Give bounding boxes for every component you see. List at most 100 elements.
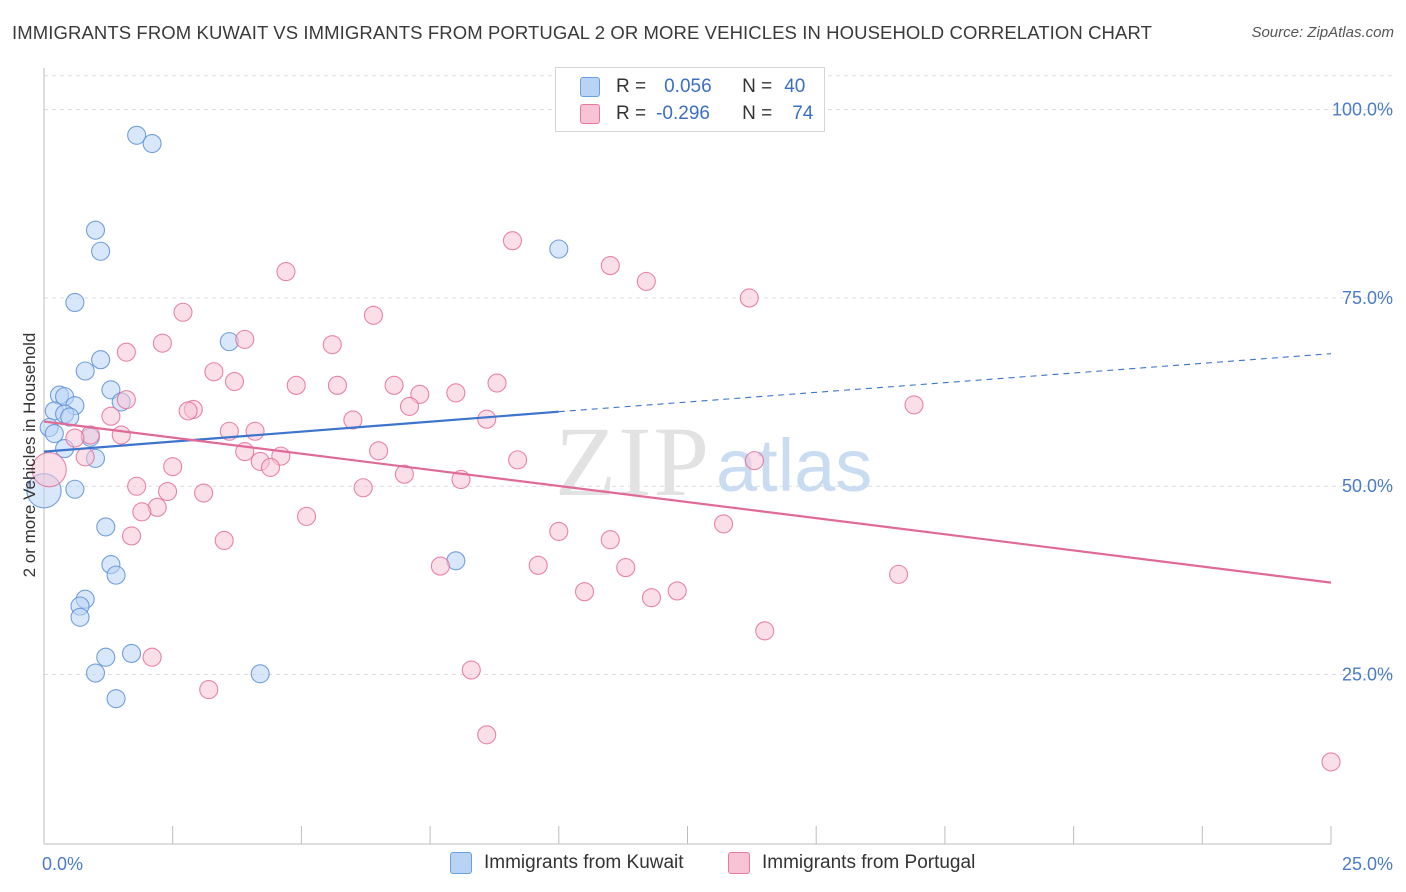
portugal-point xyxy=(889,564,909,584)
kuwait-point xyxy=(70,607,90,627)
kuwait-point xyxy=(44,423,64,444)
portugal-point xyxy=(132,502,152,522)
portugal-point xyxy=(245,421,265,441)
portugal-point xyxy=(276,262,296,282)
kuwait-point xyxy=(60,407,80,427)
chart-title: IMMIGRANTS FROM KUWAIT VS IMMIGRANTS FRO… xyxy=(12,22,1152,43)
portugal-point xyxy=(204,362,224,382)
portugal-point xyxy=(116,342,136,362)
legend-r-value: -0.296 xyxy=(656,103,710,124)
watermark-zip: ZIP xyxy=(555,406,711,517)
kuwait-point xyxy=(96,517,116,537)
watermark-atlas: atlas xyxy=(716,424,872,507)
portugal-point xyxy=(744,451,764,471)
series-legend-portugal: Immigrants from Portugal xyxy=(728,852,975,874)
portugal-point xyxy=(713,514,734,534)
kuwait-point xyxy=(96,647,116,667)
kuwait-point xyxy=(121,643,142,663)
portugal-point xyxy=(508,450,528,470)
portugal-point xyxy=(430,556,450,576)
legend-swatch-portugal xyxy=(580,104,600,124)
portugal-point xyxy=(152,333,172,353)
portugal-point xyxy=(739,288,759,308)
portugal-point xyxy=(616,558,636,578)
trend-lines xyxy=(43,353,1332,584)
portugal-point xyxy=(65,428,85,448)
portugal-point xyxy=(194,483,214,503)
correlation-legend: R = 0.056 N = 40 R = -0.296 N = 74 xyxy=(555,67,825,132)
legend-n-value: 74 xyxy=(792,103,814,124)
kuwait-point xyxy=(65,479,85,499)
portugal-point xyxy=(214,530,234,551)
portugal-point xyxy=(399,396,420,416)
portugal-point xyxy=(286,375,306,395)
series-legend-kuwait: Immigrants from Kuwait xyxy=(450,852,684,874)
kuwait-point xyxy=(91,350,111,370)
gridlines xyxy=(44,75,1392,676)
y-tick-label: 25.0% xyxy=(1342,665,1393,685)
portugal-point xyxy=(600,256,620,276)
kuwait-point xyxy=(127,125,147,145)
portugal-point xyxy=(116,390,136,410)
portugal-point xyxy=(327,375,347,395)
kuwait-point xyxy=(85,663,106,683)
kuwait-point xyxy=(549,239,569,259)
tick-labels: 25.0% 50.0% 75.0% 100.0% 0.0% 25.0% xyxy=(42,100,1393,874)
portugal-point xyxy=(528,555,548,575)
kuwait-point xyxy=(250,664,270,684)
x-tick-label: 0.0% xyxy=(42,854,83,874)
portugal-point xyxy=(353,478,373,498)
legend-n-label: N = xyxy=(742,103,773,124)
kuwait-point xyxy=(106,565,126,585)
y-tick-label: 75.0% xyxy=(1342,288,1393,308)
portugal-point xyxy=(260,457,281,477)
watermark: ZIP atlas xyxy=(555,406,872,517)
portugal-point xyxy=(446,383,466,403)
portugal-point xyxy=(158,481,178,502)
portugal-point xyxy=(477,409,497,429)
legend-r-label: R = xyxy=(616,103,647,124)
portugal-point xyxy=(1321,752,1341,772)
portugal-point xyxy=(111,425,131,445)
series-swatch-kuwait xyxy=(450,852,472,874)
portugal-point xyxy=(31,452,67,488)
portugal-point xyxy=(178,401,198,421)
portugal-point xyxy=(343,410,363,430)
legend-n-label: N = xyxy=(742,76,773,97)
portugal-point xyxy=(487,373,507,393)
kuwait-point xyxy=(85,220,106,240)
source-credit: Source: ZipAtlas.com xyxy=(1251,24,1394,41)
portugal-point xyxy=(369,441,389,461)
kuwait-point xyxy=(106,689,126,709)
portugal-point xyxy=(394,464,414,484)
portugal-point xyxy=(904,395,924,415)
y-tick-label: 50.0% xyxy=(1342,476,1393,496)
kuwait-trend-extension xyxy=(558,353,1332,413)
kuwait-point xyxy=(65,292,85,313)
portugal-point xyxy=(163,457,183,477)
y-axis-label: 2 or more Vehicles in Household xyxy=(20,332,39,578)
legend-row-portugal: R = -0.296 N = 74 xyxy=(580,102,813,126)
kuwait-point xyxy=(75,361,95,381)
portugal-point xyxy=(199,680,219,700)
portugal-point xyxy=(363,305,384,325)
data-points xyxy=(26,125,1341,772)
portugal-point xyxy=(755,621,775,641)
portugal-point xyxy=(127,476,147,496)
series-swatch-portugal xyxy=(728,852,750,874)
portugal-point xyxy=(142,647,162,667)
kuwait-point xyxy=(142,134,162,154)
portugal-point xyxy=(322,335,342,355)
portugal-point xyxy=(121,526,142,546)
portugal-trend-line xyxy=(43,420,1332,584)
portugal-point xyxy=(600,530,620,550)
portugal-point xyxy=(477,725,497,745)
legend-swatch-kuwait xyxy=(580,77,600,97)
x-tick-label: 25.0% xyxy=(1342,854,1393,874)
portugal-point xyxy=(636,271,656,291)
legend-row-kuwait: R = 0.056 N = 40 xyxy=(580,75,805,99)
y-tick-label: 100.0% xyxy=(1332,100,1393,120)
portugal-point xyxy=(101,406,121,426)
kuwait-trend-line xyxy=(43,410,559,453)
